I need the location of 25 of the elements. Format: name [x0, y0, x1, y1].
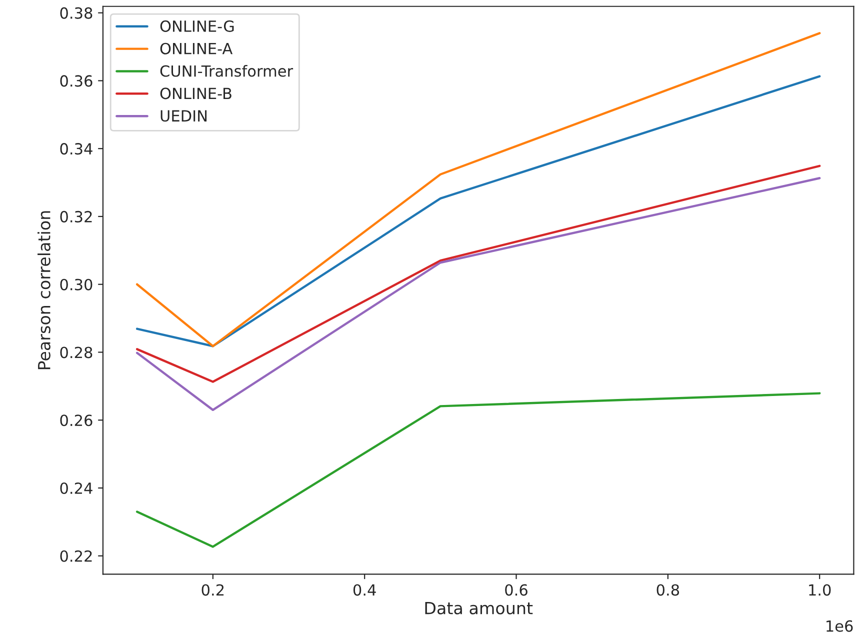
- y-tick-label: 0.34: [60, 143, 92, 155]
- x-tick-label: 0.2: [202, 584, 224, 596]
- y-tick-label: 0.26: [60, 414, 92, 426]
- legend-label: ONLINE-G: [160, 20, 234, 32]
- legend-label: ONLINE-A: [160, 42, 233, 54]
- line-series: [136, 164, 821, 383]
- text: 1e6: [826, 620, 853, 632]
- line-series: [136, 392, 821, 548]
- x-axis-title: Data amount: [425, 602, 533, 614]
- y-tick-label: 0.22: [60, 550, 92, 562]
- x-tick-label: 0.4: [353, 584, 376, 596]
- y-tick-label: 0.36: [60, 75, 92, 87]
- legend-label: CUNI-Transformer: [160, 64, 294, 77]
- y-tick-label: 0.38: [60, 7, 92, 19]
- x-tick-label: 0.8: [656, 584, 680, 596]
- y-axis-title: Pearson correlation: [38, 211, 50, 370]
- x-tick-label: 0.6: [505, 584, 528, 596]
- y-tick-label: 0.28: [60, 346, 92, 358]
- legend-label: ONLINE-B: [160, 88, 232, 100]
- x-tick-label: 1.0: [809, 584, 831, 596]
- y-tick-label: 0.24: [60, 482, 92, 494]
- line-series: [136, 177, 821, 412]
- legend-label: UEDIN: [160, 110, 207, 122]
- y-tick-label: 0.32: [60, 210, 92, 222]
- y-tick-label: 0.30: [60, 278, 92, 290]
